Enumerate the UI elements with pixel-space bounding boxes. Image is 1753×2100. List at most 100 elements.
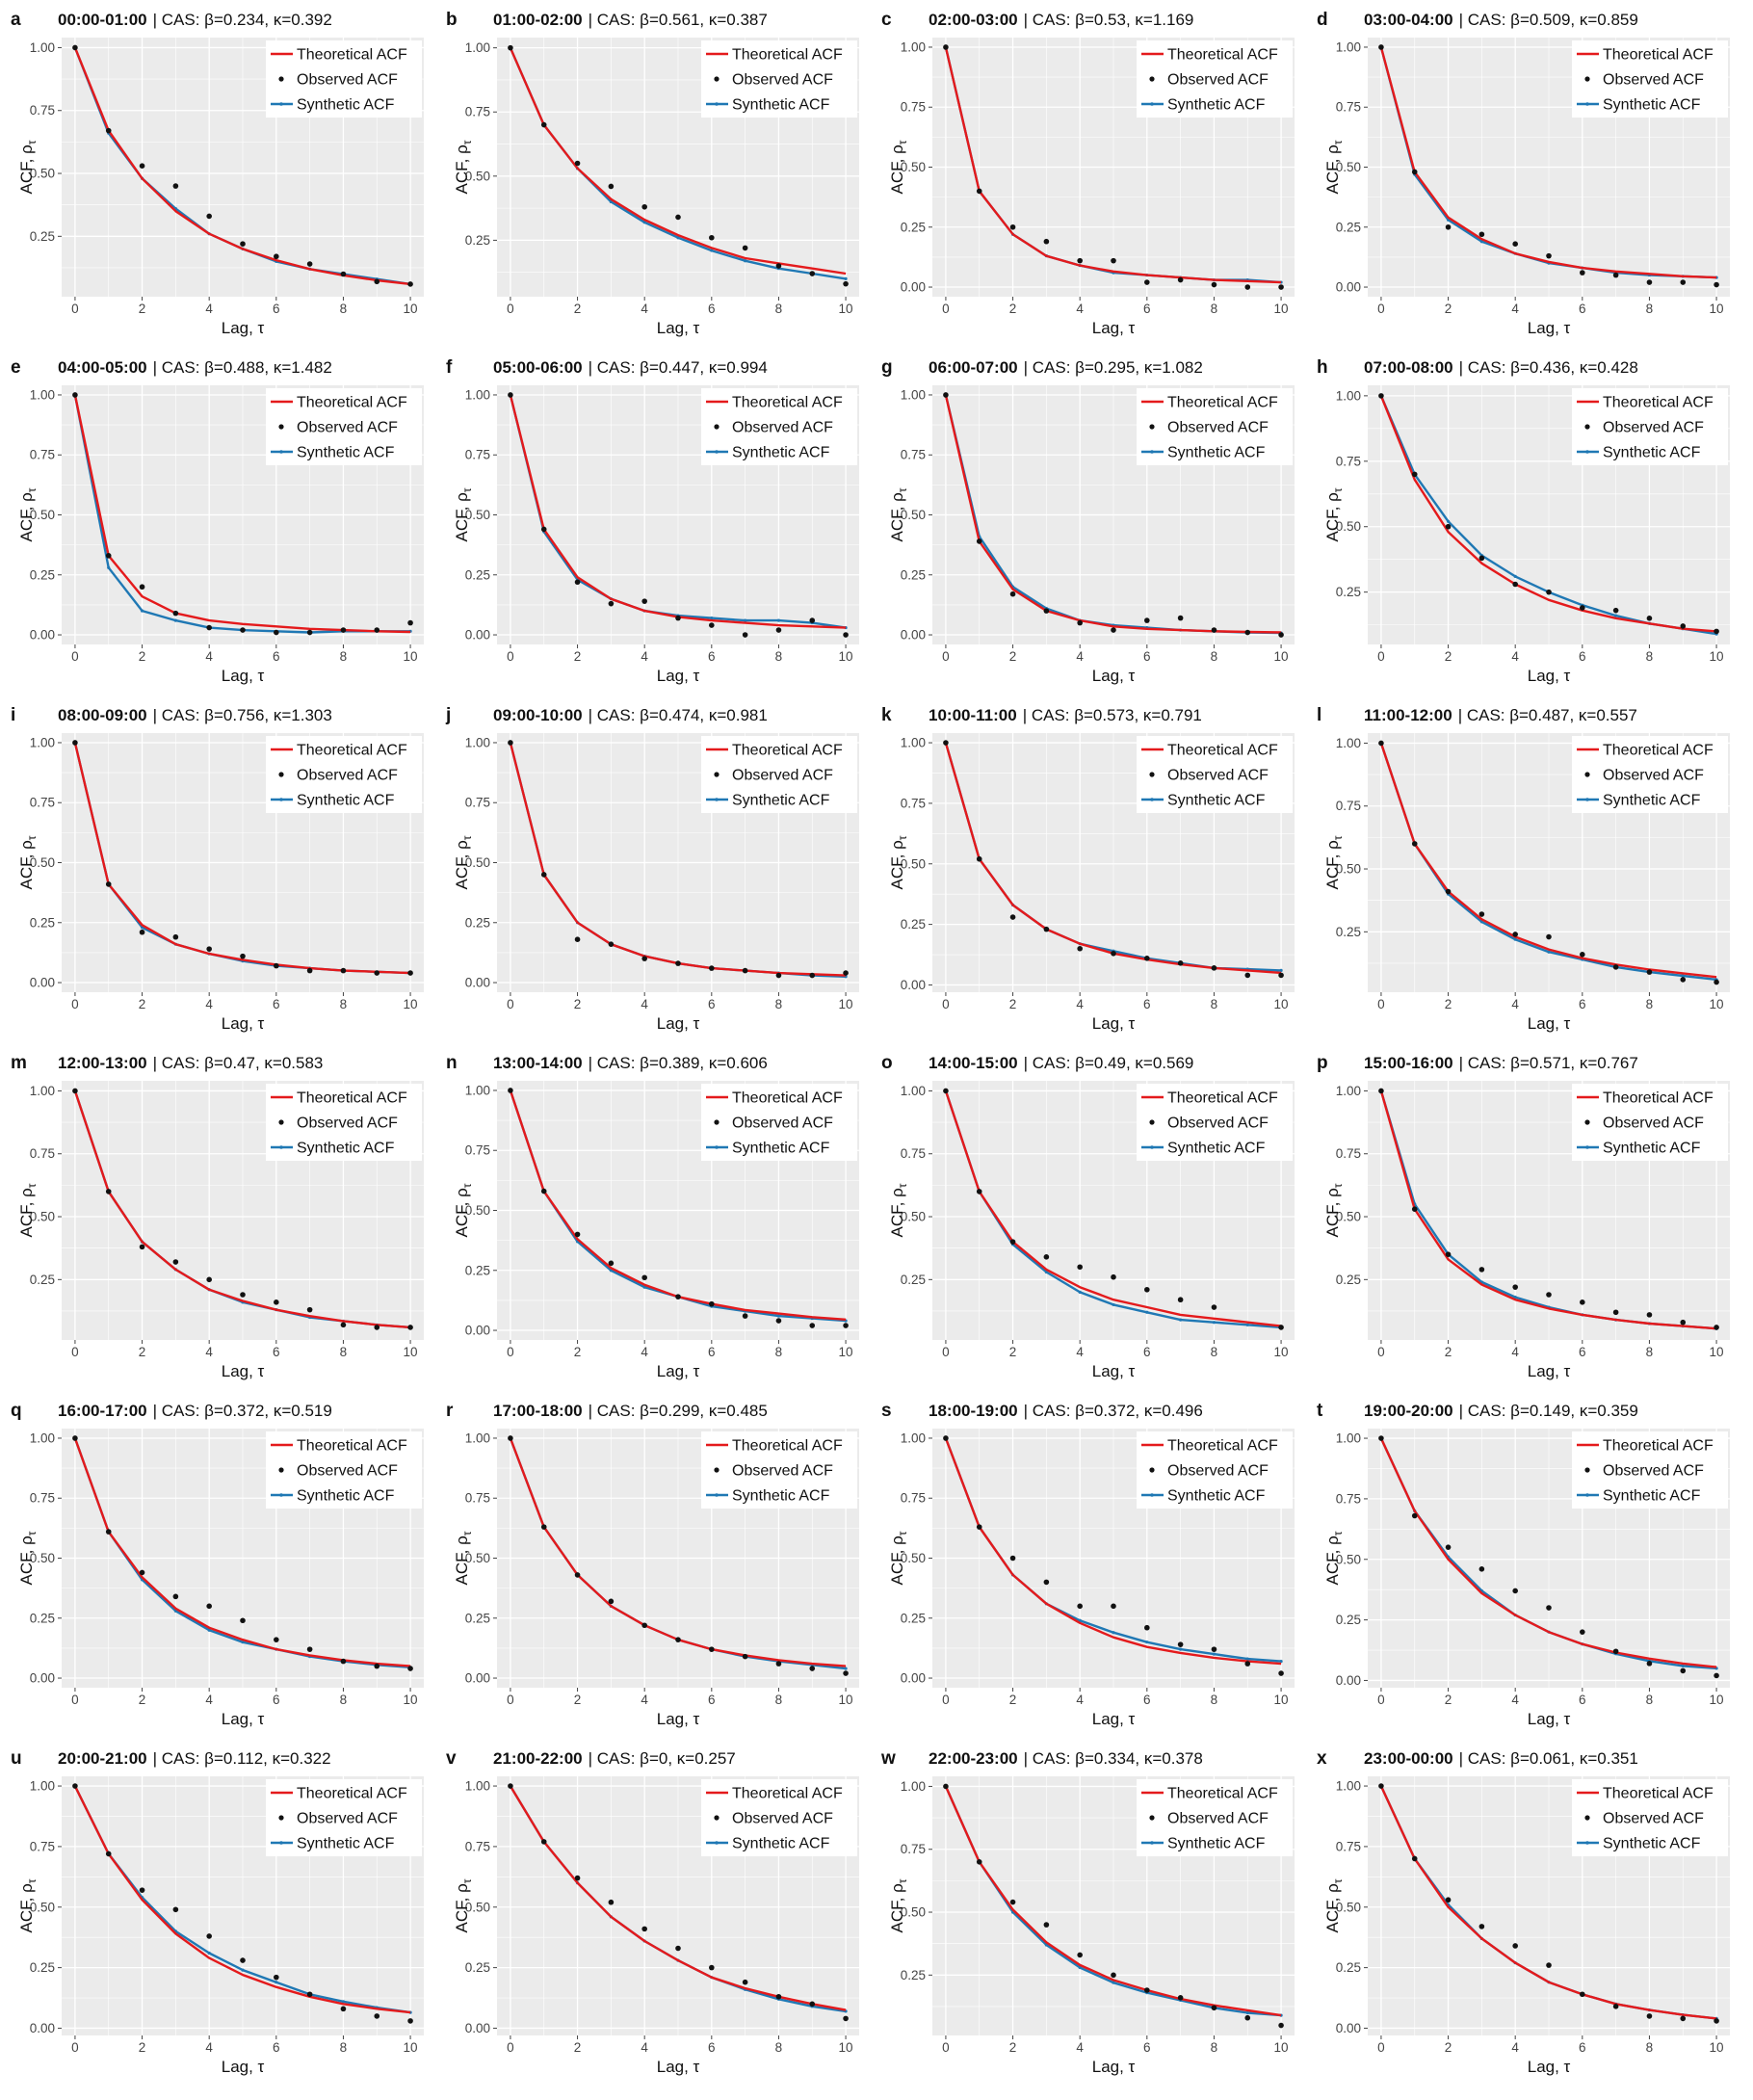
legend-synthetic-label: Synthetic ACF — [732, 793, 830, 809]
panel-title: 10:00-11:00 | CAS: β=0.573, κ=0.791 — [929, 706, 1202, 724]
observed-acf-point — [1043, 1254, 1050, 1260]
observed-acf-point — [374, 627, 380, 633]
x-tick-label: 6 — [273, 997, 280, 1011]
y-axis-label-main: ACF, ρ — [453, 1536, 471, 1585]
synthetic-acf-point — [1112, 1631, 1115, 1635]
theoretical-acf-line — [509, 47, 847, 276]
y-axis-label-subscript: τ — [460, 1878, 474, 1883]
observed-acf-point — [709, 1300, 715, 1307]
y-tick-label: 1.00 — [465, 387, 490, 402]
observed-acf-point — [1009, 591, 1016, 597]
observed-acf-point — [775, 1661, 782, 1667]
theoretical-acf-line — [1379, 1437, 1717, 1668]
panel-title: 07:00-08:00 | CAS: β=0.436, κ=0.428 — [1364, 358, 1638, 377]
panel-letter: f — [446, 357, 453, 378]
x-tick-label: 6 — [1143, 1693, 1151, 1707]
y-axis-label-subscript: τ — [460, 1183, 474, 1188]
y-axis-label-subscript: τ — [25, 487, 39, 492]
legend-observed-key — [278, 76, 284, 82]
x-axis-label: Lag, τ — [1528, 1710, 1571, 1728]
y-tick-label: 0.75 — [901, 100, 926, 115]
observed-acf-point — [775, 1318, 782, 1324]
legend-theoretical-label: Theoretical ACF — [1167, 1438, 1278, 1455]
observed-acf-point — [1445, 1897, 1452, 1903]
y-axis-label: ACF, ρτ — [453, 487, 474, 541]
panel-title: 17:00-18:00 | CAS: β=0.299, κ=0.485 — [493, 1402, 768, 1420]
y-tick-label: 0.75 — [30, 448, 55, 462]
y-tick-label: 0.25 — [465, 567, 490, 582]
x-tick-label: 8 — [775, 649, 783, 664]
panel-time-range: 03:00-04:00 — [1364, 11, 1453, 29]
y-axis-label: ACF, ρτ — [453, 1183, 474, 1237]
observed-acf-point — [1680, 279, 1687, 285]
acf-chart-j: j 09:00-10:00 | CAS: β=0.474, κ=0.981 0 2 4 6 8… — [445, 705, 859, 1033]
panel-letter: h — [1317, 357, 1328, 378]
observed-acf-point — [1411, 1855, 1418, 1862]
x-tick-label: 2 — [574, 1693, 582, 1707]
y-tick-label: 0.25 — [30, 229, 55, 244]
x-tick-label: 2 — [139, 997, 146, 1011]
panel-title: 15:00-16:00 | CAS: β=0.571, κ=0.767 — [1364, 1054, 1638, 1072]
legend-observed-key — [1149, 1815, 1155, 1821]
y-tick-label: 0.00 — [465, 1671, 490, 1686]
legend-synthetic-dot — [1150, 102, 1154, 106]
synthetic-acf-point — [1681, 1664, 1685, 1667]
legend-observed-label: Observed ACF — [732, 1116, 833, 1132]
y-axis-label-subscript: τ — [1331, 1183, 1345, 1188]
y-axis-label: ACF, ρτ — [888, 140, 909, 194]
y-tick-label: 0.50 — [901, 1210, 926, 1224]
panel-title: 18:00-19:00 | CAS: β=0.372, κ=0.496 — [929, 1402, 1203, 1420]
legend-theoretical-label: Theoretical ACF — [732, 1438, 843, 1455]
panel-time-range: 12:00-13:00 — [58, 1054, 147, 1072]
x-tick-label: 8 — [1211, 649, 1218, 664]
synthetic-acf-point — [207, 1951, 211, 1956]
observed-acf-point — [72, 1435, 78, 1441]
observed-acf-point — [1378, 1088, 1384, 1094]
observed-acf-point — [1612, 1309, 1619, 1316]
x-tick-label: 4 — [205, 2040, 213, 2055]
observed-acf-point — [240, 953, 246, 959]
y-tick-label: 0.00 — [901, 1671, 926, 1686]
synthetic-acf-point — [140, 609, 144, 613]
legend-theoretical-label: Theoretical ACF — [1603, 47, 1714, 64]
synthetic-acf-point — [1179, 1647, 1183, 1651]
theoretical-acf-line — [944, 1785, 1282, 2017]
observed-acf-point — [72, 44, 78, 51]
acf-chart-v: v 21:00-22:00 | CAS: β=0, κ=0.257 0 2 4 6 8 10 0.… — [446, 1748, 859, 2076]
x-axis-label: Lag, τ — [657, 1710, 700, 1728]
x-tick-label: 6 — [1143, 302, 1151, 316]
legend-synthetic-label: Synthetic ACF — [297, 793, 395, 809]
panel-params: | CAS: β=0.474, κ=0.981 — [589, 706, 768, 724]
observed-acf-point — [1580, 952, 1585, 958]
y-axis-label-main: ACF, ρ — [17, 840, 36, 889]
synthetic-acf-point — [676, 236, 680, 240]
observed-acf-point — [608, 1899, 615, 1905]
x-tick-label: 2 — [1009, 649, 1017, 664]
observed-acf-point — [1077, 257, 1083, 264]
observed-acf-point — [206, 1603, 212, 1610]
observed-acf-point — [1478, 1566, 1485, 1572]
x-tick-label: 2 — [1445, 1345, 1452, 1359]
y-tick-label: 0.75 — [465, 796, 490, 810]
panel-title: 06:00-07:00 | CAS: β=0.295, κ=1.082 — [929, 358, 1203, 377]
y-tick-label: 0.75 — [465, 1143, 490, 1158]
observed-acf-point — [540, 1188, 547, 1194]
observed-acf-point — [1043, 926, 1050, 932]
panel-time-range: 20:00-21:00 — [58, 1749, 147, 1768]
y-axis-label-main: ACF, ρ — [1323, 1188, 1342, 1237]
acf-panel-g: g 06:00-07:00 | CAS: β=0.295, κ=1.082 0 2 4 6 8… — [878, 354, 1314, 701]
panel-time-range: 08:00-09:00 — [58, 706, 147, 724]
x-tick-label: 0 — [1377, 2040, 1385, 2055]
x-tick-label: 2 — [1445, 2040, 1452, 2055]
observed-acf-point — [976, 855, 982, 862]
legend-observed-key — [714, 1467, 720, 1473]
y-axis-label-main: ACF, ρ — [1323, 840, 1342, 889]
x-tick-label: 4 — [1076, 1693, 1084, 1707]
observed-acf-point — [374, 1325, 380, 1330]
panel-time-range: 18:00-19:00 — [929, 1402, 1018, 1420]
observed-acf-point — [1111, 950, 1116, 957]
observed-acf-point — [240, 1617, 246, 1624]
synthetic-acf-point — [1547, 950, 1551, 954]
y-tick-label: 0.00 — [901, 628, 926, 643]
y-tick-label: 0.25 — [465, 1611, 490, 1625]
